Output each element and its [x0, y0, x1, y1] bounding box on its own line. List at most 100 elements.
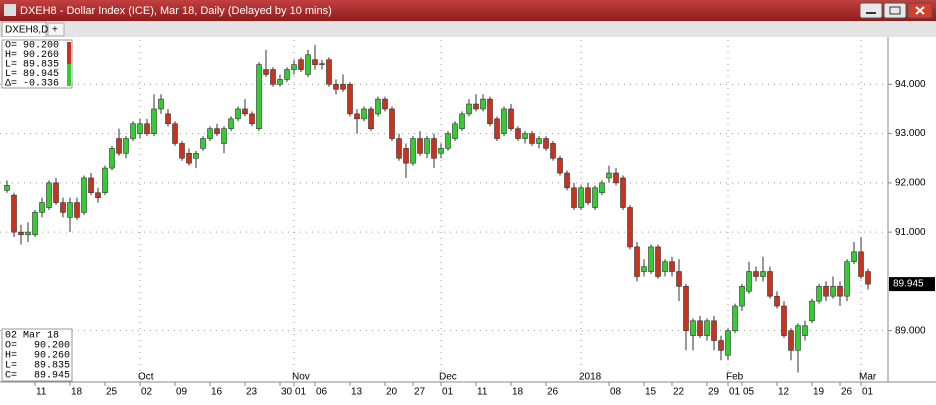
candle-body: [39, 202, 45, 213]
candle-body: [592, 187, 598, 208]
candle-body: [144, 123, 150, 134]
month-label: Oct: [138, 372, 154, 383]
candle-body: [795, 325, 801, 351]
data-box: [1, 328, 73, 382]
info-line: L= 89.945: [5, 69, 59, 80]
candle-body: [60, 202, 66, 213]
data-key: C=: [5, 371, 17, 382]
candle-body: [179, 143, 185, 159]
candle-body: [305, 54, 311, 75]
candle-body: [697, 320, 703, 336]
candle-body: [319, 63, 325, 65]
candle-body: [459, 113, 465, 129]
candle-body: [263, 69, 269, 75]
candle-body: [760, 271, 766, 277]
minimize-button[interactable]: [859, 2, 883, 19]
chart-panel: [0, 37, 936, 400]
candle-body: [494, 118, 500, 139]
data-value: 89.835: [34, 361, 70, 372]
x-tick-label: 11: [36, 387, 47, 398]
candle-body: [620, 177, 626, 208]
x-tick-label: 01: [862, 387, 874, 398]
maximize-button[interactable]: [883, 2, 907, 19]
candle-body: [354, 113, 360, 120]
candle-body: [312, 59, 318, 65]
title-bar: [0, 0, 936, 21]
x-tick-label: 20: [386, 387, 398, 398]
data-value: 90.200: [34, 341, 70, 352]
candle-body: [662, 261, 668, 272]
candle-body: [200, 138, 206, 149]
candle-body: [571, 187, 577, 208]
candle-body: [802, 325, 808, 336]
candle-body: [634, 246, 640, 277]
window-buttons[interactable]: [859, 2, 933, 19]
candle-body: [375, 98, 381, 115]
x-tick-label: 11: [477, 387, 488, 398]
candle-body: [18, 231, 24, 235]
candle-body: [851, 251, 857, 262]
candle-body: [249, 113, 255, 125]
data-date: 02 Mar 18: [5, 331, 59, 342]
new-tab-button[interactable]: [47, 22, 65, 37]
candle-body: [361, 108, 367, 120]
candle-body: [669, 261, 675, 272]
data-value: 89.945: [34, 371, 70, 382]
candle-body: [410, 138, 416, 164]
x-tick-label: 16: [211, 387, 223, 398]
candle-body: [88, 177, 94, 194]
candle-body: [123, 138, 129, 154]
candle-body: [655, 246, 661, 277]
candle-body: [445, 133, 451, 149]
window-title: DXEH8 - Dollar Index (ICE), Mar 18, Dail…: [20, 5, 332, 17]
candle-body: [774, 295, 780, 307]
info-line: O= 90.200: [5, 41, 59, 52]
info-candle-icon: [67, 42, 71, 64]
candle-body: [522, 133, 528, 139]
x-tick-label: 01: [442, 387, 454, 398]
candle-body: [732, 305, 738, 331]
candle-body: [207, 128, 213, 139]
candle-body: [613, 172, 619, 184]
x-tick-label: 25: [106, 387, 118, 398]
candle-body: [4, 185, 10, 191]
x-tick-label: 23: [246, 387, 258, 398]
tab-label[interactable]: DXEH8,D: [5, 25, 48, 36]
candle-body: [648, 246, 654, 272]
candle-body: [725, 330, 731, 356]
candle-body: [606, 172, 612, 179]
candle-body: [809, 300, 815, 322]
candle-body: [389, 108, 395, 139]
candle-body: [137, 123, 143, 134]
plot-area: [0, 40, 888, 382]
new-tab-label[interactable]: +: [52, 25, 58, 36]
candle-body: [11, 194, 17, 233]
candle-body: [46, 182, 52, 208]
candle-body: [746, 271, 752, 292]
y-tick-label: 89.000: [895, 325, 926, 336]
candle-body: [214, 128, 220, 134]
candle-body: [585, 187, 591, 203]
x-tick-label: 26: [547, 387, 559, 398]
x-tick-label: 01: [729, 387, 741, 398]
candle-body: [424, 138, 430, 154]
candle-body: [235, 108, 241, 120]
candle-body: [830, 286, 836, 297]
candle-body: [487, 98, 493, 125]
candle-body: [473, 103, 479, 110]
x-tick-label: 26: [841, 387, 853, 398]
candle-body: [480, 98, 486, 110]
month-label: Mar: [859, 372, 877, 383]
candle-body: [291, 64, 297, 70]
month-label: 2018: [579, 372, 602, 383]
x-tick-label: 05: [743, 387, 755, 398]
candle-body: [767, 271, 773, 297]
candle-body: [270, 69, 276, 85]
candle-body: [74, 202, 80, 218]
info-line: H= 90.260: [5, 50, 59, 61]
candle-body: [739, 286, 745, 307]
candle-body: [515, 128, 521, 139]
data-key: O=: [5, 341, 17, 352]
x-tick-label: 19: [813, 387, 825, 398]
candle-body: [501, 108, 507, 134]
